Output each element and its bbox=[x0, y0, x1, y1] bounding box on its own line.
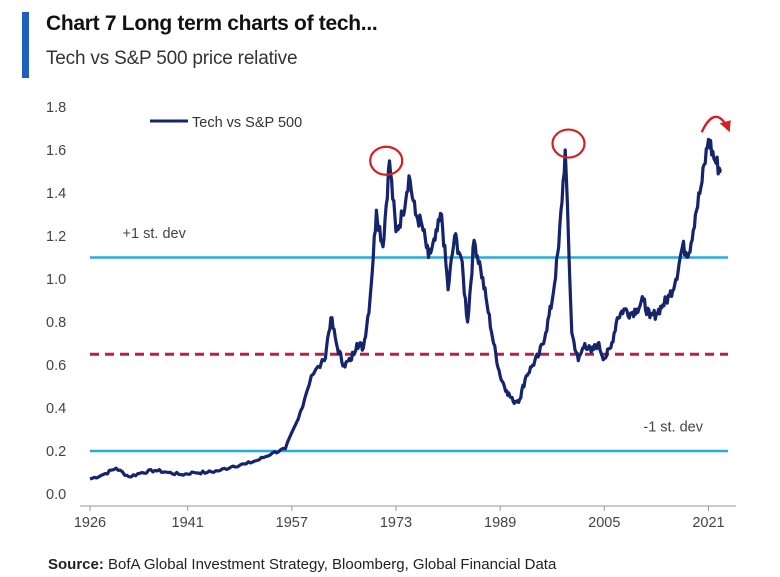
peak-highlight-circle bbox=[369, 145, 404, 176]
trend-arrow bbox=[700, 115, 727, 133]
y-tick-label: 0.2 bbox=[46, 444, 66, 460]
title-accent-bar bbox=[22, 12, 29, 78]
source-note: Source: BofA Global Investment Strategy,… bbox=[48, 556, 556, 573]
x-axis: 1926 1941 1957 1973 1989 2005 2021 bbox=[74, 506, 725, 531]
peak-highlight-circle bbox=[551, 128, 586, 159]
y-tick-label: 1.0 bbox=[46, 272, 66, 288]
legend-label: Tech vs S&P 500 bbox=[192, 115, 302, 131]
source-text: BofA Global Investment Strategy, Bloombe… bbox=[108, 556, 557, 573]
series-line-tech-vs-sp500 bbox=[89, 137, 722, 481]
x-tick-label: 1957 bbox=[276, 515, 308, 531]
annotations bbox=[369, 115, 731, 176]
trend-arrow-head bbox=[719, 120, 731, 133]
x-tick-label: 1941 bbox=[172, 515, 204, 531]
chart-subtitle: Tech vs S&P 500 price relative bbox=[46, 48, 298, 69]
source-label: Source: bbox=[48, 556, 104, 573]
x-tick-label: 2005 bbox=[588, 515, 620, 531]
legend: Tech vs S&P 500 bbox=[150, 115, 302, 131]
x-tick-label: 1973 bbox=[380, 515, 412, 531]
y-tick-label: 0.0 bbox=[46, 487, 66, 503]
y-tick-label: 1.6 bbox=[46, 143, 66, 159]
chart: 0.00.20.40.60.81.01.21.41.61.8 1926 1941 1… bbox=[46, 100, 736, 531]
x-tick-label: 1989 bbox=[484, 515, 516, 531]
plus-1-stdev-label: +1 st. dev bbox=[123, 226, 187, 242]
x-tick-label: 2021 bbox=[692, 515, 724, 531]
y-tick-label: 1.4 bbox=[46, 186, 66, 202]
y-tick-label: 1.8 bbox=[46, 100, 66, 116]
chart-title: Chart 7 Long term charts of tech... bbox=[46, 12, 378, 35]
y-tick-label: 0.8 bbox=[46, 315, 66, 331]
y-axis: 0.0 0.2 0.4 0.6 0.8 1.0 1.2 1.4 1.6 1.8 bbox=[46, 100, 66, 503]
y-tick-label: 0.6 bbox=[46, 358, 66, 374]
x-tick-label: 1926 bbox=[74, 515, 106, 531]
minus-1-stdev-label: -1 st. dev bbox=[643, 420, 703, 436]
y-tick-label: 0.4 bbox=[46, 401, 66, 417]
reference-lines: +1 st. dev -1 st. dev bbox=[90, 226, 728, 453]
y-tick-label: 1.2 bbox=[46, 229, 66, 245]
